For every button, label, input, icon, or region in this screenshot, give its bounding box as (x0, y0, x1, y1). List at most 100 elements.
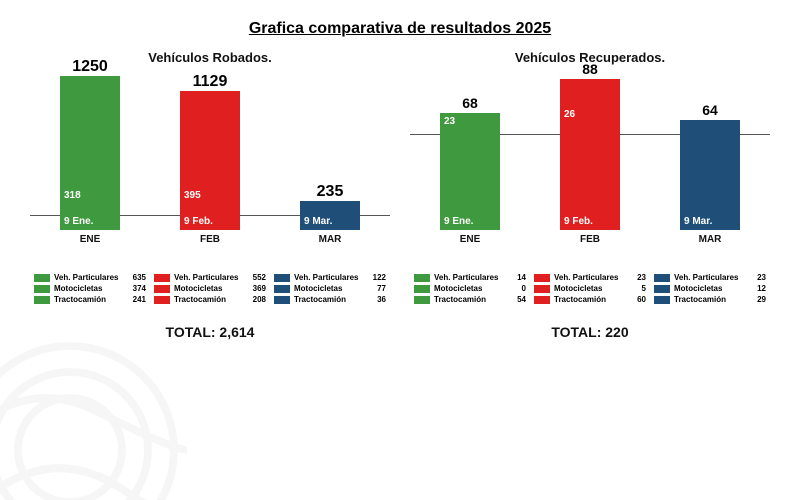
bar-value-label: 64 (702, 102, 718, 118)
bar-inner-lower-label: 9 Mar. (304, 216, 332, 227)
legend-value: 5 (642, 284, 646, 293)
legend-column: Veh. Particulares 635 Motocicletas 374 Tract… (30, 273, 150, 306)
legend-label: Motocicletas (54, 284, 127, 293)
legend-row: Tractocamión 36 (274, 295, 386, 304)
legend-column: Veh. Particulares 14 Motocicletas0 Tractoca… (410, 273, 530, 306)
legend-row: Veh. Particulares 14 (414, 273, 526, 282)
legend-row: Tractocamión241 (34, 295, 146, 304)
legend-label: Motocicletas (554, 284, 636, 293)
legend-row: Motocicletas0 (414, 284, 526, 293)
decorative-swirl (0, 320, 200, 500)
legend-row: Motocicletas 374 (34, 284, 146, 293)
bar-inner-upper-label: 26 (564, 109, 575, 120)
legend-swatch (534, 285, 550, 293)
legend-row: Tractocamión 29 (654, 295, 766, 304)
legend-swatch (34, 285, 50, 293)
legend-value: 12 (757, 284, 766, 293)
legend-value: 0 (522, 284, 526, 293)
legend-label: Veh. Particulares (54, 273, 127, 282)
legend-value: 374 (133, 284, 146, 293)
legend-swatch (534, 274, 550, 282)
legend-swatch (654, 274, 670, 282)
legend-label: Tractocamión (434, 295, 511, 304)
left-legend: Veh. Particulares 635 Motocicletas 374 Tract… (30, 273, 390, 306)
legend-value: 122 (373, 273, 386, 282)
legend-row: Veh. Particulares23 (654, 273, 766, 282)
legend-value: 29 (757, 295, 766, 304)
legend-value: 241 (133, 295, 146, 304)
legend-value: 552 (253, 273, 266, 282)
bar-value-label: 1250 (72, 58, 108, 76)
category-label: MAR (699, 234, 722, 245)
legend-label: Tractocamión (554, 295, 631, 304)
legend-column: Veh. Particulares 23Motocicletas 5 Tractoca… (530, 273, 650, 306)
legend-swatch (534, 296, 550, 304)
bar-group: 11293959 Feb.FEB (175, 91, 245, 245)
legend-swatch (274, 285, 290, 293)
bar-group: 68239 Ene.ENE (435, 113, 505, 245)
legend-row: Tractocamión60 (534, 295, 646, 304)
bar: 12503189 Ene. (60, 76, 120, 230)
legend-row: Motocicletas 77 (274, 284, 386, 293)
left-total: TOTAL: 2,614 (30, 324, 390, 340)
bar-inner-lower-label: 9 Feb. (564, 216, 593, 227)
bar-inner-upper-label: 23 (444, 116, 455, 127)
legend-label: Veh. Particulares (434, 273, 511, 282)
legend-value: 36 (377, 295, 386, 304)
legend-label: Veh. Particulares (294, 273, 367, 282)
category-label: FEB (580, 234, 600, 245)
legend-row: Motocicletas 5 (534, 284, 646, 293)
legend-column: Veh. Particulares 122Motocicletas 77 Tracto… (270, 273, 390, 306)
legend-label: Veh. Particulares (554, 273, 631, 282)
legend-row: Veh. Particulares 122 (274, 273, 386, 282)
bars-container: 68239 Ene.ENE88269 Feb.FEB649 Mar.MAR (410, 73, 770, 245)
bar: 649 Mar. (680, 120, 740, 230)
right-chart-panel: Vehículos Recuperados. 68239 Ene.ENE8826… (410, 50, 770, 340)
legend-value: 14 (517, 273, 526, 282)
legend-label: Motocicletas (174, 284, 247, 293)
charts-row: Vehículos Robados. 12503189 Ene.ENE11293… (0, 50, 800, 340)
legend-value: 77 (377, 284, 386, 293)
legend-value: 54 (517, 295, 526, 304)
legend-label: Motocicletas (294, 284, 371, 293)
legend-column: Veh. Particulares552 Motocicletas 369 Tract… (150, 273, 270, 306)
legend-column: Veh. Particulares23 Motocicletas12 Tractoc… (650, 273, 770, 306)
bar: 11293959 Feb. (180, 91, 240, 230)
right-legend: Veh. Particulares14Motocicletas0Tractoca… (410, 273, 770, 306)
legend-label: Tractocamión (174, 295, 247, 304)
bar-group: 2359 Mar.MAR (295, 201, 365, 245)
legend-swatch (414, 274, 430, 282)
bar: 68239 Ene. (440, 113, 500, 230)
bar-inner-lower-label: 9 Ene. (64, 216, 93, 227)
category-label: ENE (460, 234, 481, 245)
bar-inner-lower-label: 9 Feb. (184, 216, 213, 227)
bar-inner-lower-label: 9 Mar. (684, 216, 712, 227)
legend-swatch (34, 296, 50, 304)
bar: 2359 Mar. (300, 201, 360, 230)
left-plot-area: 12503189 Ene.ENE11293959 Feb.FEB2359 Mar… (30, 73, 390, 263)
legend-row: Veh. Particulares552 (154, 273, 266, 282)
legend-swatch (274, 274, 290, 282)
legend-value: 23 (757, 273, 766, 282)
left-chart-panel: Vehículos Robados. 12503189 Ene.ENE11293… (30, 50, 390, 340)
bar-group: 12503189 Ene.ENE (55, 76, 125, 245)
legend-row: Motocicletas12 (654, 284, 766, 293)
page-title: Grafica comparativa de resultados 2025 (0, 20, 800, 38)
bar-value-label: 1129 (193, 73, 228, 91)
legend-row: Veh. Particulares 635 (34, 273, 146, 282)
legend-swatch (154, 296, 170, 304)
legend-value: 369 (253, 284, 266, 293)
legend-swatch (154, 274, 170, 282)
bar-inner-upper-label: 395 (184, 190, 201, 201)
legend-value: 635 (133, 273, 146, 282)
legend-row: Tractocamión 54 (414, 295, 526, 304)
legend-value: 23 (637, 273, 646, 282)
legend-label: Tractocamión (674, 295, 751, 304)
legend-swatch (414, 285, 430, 293)
bars-container: 12503189 Ene.ENE11293959 Feb.FEB2359 Mar… (30, 73, 390, 245)
bar-inner-lower-label: 9 Ene. (444, 216, 473, 227)
legend-swatch (654, 296, 670, 304)
bar-group: 88269 Feb.FEB (555, 79, 625, 245)
legend-label: Tractocamión (294, 295, 371, 304)
bar: 88269 Feb. (560, 79, 620, 230)
